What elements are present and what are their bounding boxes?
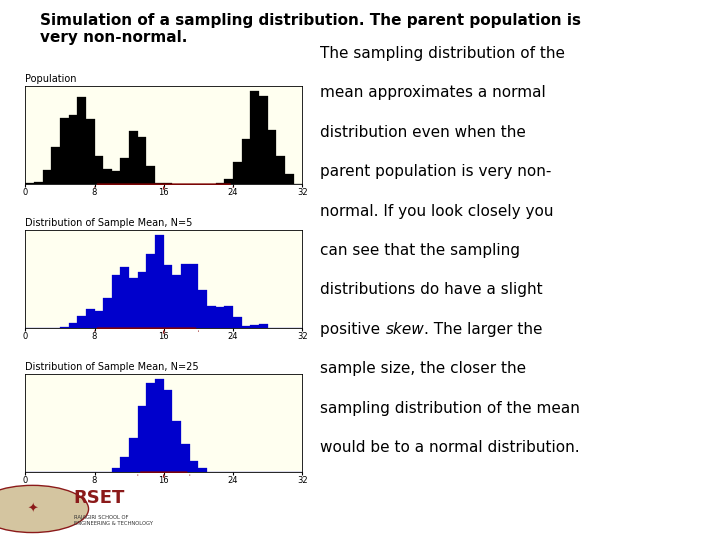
Bar [233, 317, 242, 328]
Bar [259, 96, 268, 184]
Bar [164, 390, 173, 472]
Bar [146, 383, 155, 472]
Text: RSET: RSET [73, 489, 125, 507]
Text: distribution even when the: distribution even when the [320, 125, 526, 140]
Bar [129, 438, 138, 472]
Bar [25, 183, 34, 184]
Bar [60, 118, 68, 184]
Text: Distribution of Sample Mean, N=25: Distribution of Sample Mean, N=25 [25, 361, 199, 372]
Text: . The larger the: . The larger the [424, 322, 543, 337]
Bar [120, 267, 129, 328]
Bar [77, 316, 86, 328]
Bar [94, 157, 103, 184]
Bar [276, 157, 285, 184]
Bar [146, 166, 155, 184]
Bar [103, 169, 112, 184]
Bar [199, 468, 207, 472]
Bar [285, 174, 294, 184]
Bar [207, 306, 216, 328]
Circle shape [0, 485, 89, 532]
Bar [68, 114, 77, 184]
Bar [120, 158, 129, 184]
Bar [155, 379, 164, 472]
Bar [259, 324, 268, 328]
Text: would be to a normal distribution.: would be to a normal distribution. [320, 440, 580, 455]
Text: Created By: Unnikrishnan P.C.: Created By: Unnikrishnan P.C. [446, 504, 601, 514]
Bar [190, 461, 199, 472]
Bar [112, 468, 120, 472]
Text: The sampling distribution of the: The sampling distribution of the [320, 46, 565, 61]
Bar [34, 182, 42, 184]
Bar [112, 171, 120, 184]
Bar [164, 183, 173, 184]
Bar [77, 97, 86, 184]
Text: Population: Population [25, 73, 77, 84]
Bar [94, 311, 103, 328]
Bar [138, 406, 146, 472]
Text: RAJAGIRI SCHOOL OF
ENGINEERING & TECHNOLOGY: RAJAGIRI SCHOOL OF ENGINEERING & TECHNOL… [73, 515, 153, 526]
Bar [129, 278, 138, 328]
Text: mean approximates a normal: mean approximates a normal [320, 85, 546, 100]
Bar [181, 444, 190, 472]
Bar [251, 91, 259, 184]
Bar [242, 138, 251, 184]
Bar [129, 131, 138, 184]
Bar [173, 275, 181, 328]
Bar [251, 325, 259, 328]
Text: ✦: ✦ [27, 502, 37, 516]
Text: Simulation of a sampling distribution. The parent population is: Simulation of a sampling distribution. T… [40, 14, 580, 29]
Text: sampling distribution of the mean: sampling distribution of the mean [320, 401, 580, 416]
Bar [190, 264, 199, 328]
Bar [155, 183, 164, 184]
Text: skew: skew [385, 322, 424, 337]
Bar [68, 323, 77, 328]
Bar [138, 137, 146, 184]
Text: distributions do have a slight: distributions do have a slight [320, 282, 543, 298]
Bar [120, 457, 129, 472]
Bar [225, 179, 233, 184]
Text: parent population is very non-: parent population is very non- [320, 164, 552, 179]
Bar [103, 299, 112, 328]
Bar [173, 421, 181, 472]
Text: Distribution of Sample Mean, N=5: Distribution of Sample Mean, N=5 [25, 218, 192, 227]
Text: normal. If you look closely you: normal. If you look closely you [320, 204, 554, 219]
Bar [42, 170, 51, 184]
Bar [199, 289, 207, 328]
Text: positive: positive [320, 322, 385, 337]
Bar [242, 326, 251, 328]
Bar [112, 275, 120, 328]
Bar [181, 264, 190, 328]
Bar [164, 265, 173, 328]
Text: sample size, the closer the: sample size, the closer the [320, 361, 526, 376]
Bar [225, 306, 233, 328]
Bar [86, 119, 94, 184]
Bar [146, 254, 155, 328]
Bar [268, 130, 276, 184]
Bar [138, 272, 146, 328]
Bar [233, 163, 242, 184]
Text: can see that the sampling: can see that the sampling [320, 243, 521, 258]
Bar [60, 327, 68, 328]
Bar [216, 307, 225, 328]
Bar [216, 183, 225, 184]
Bar [86, 309, 94, 328]
Text: very non-normal.: very non-normal. [40, 30, 187, 45]
Bar [51, 147, 60, 184]
Bar [155, 235, 164, 328]
